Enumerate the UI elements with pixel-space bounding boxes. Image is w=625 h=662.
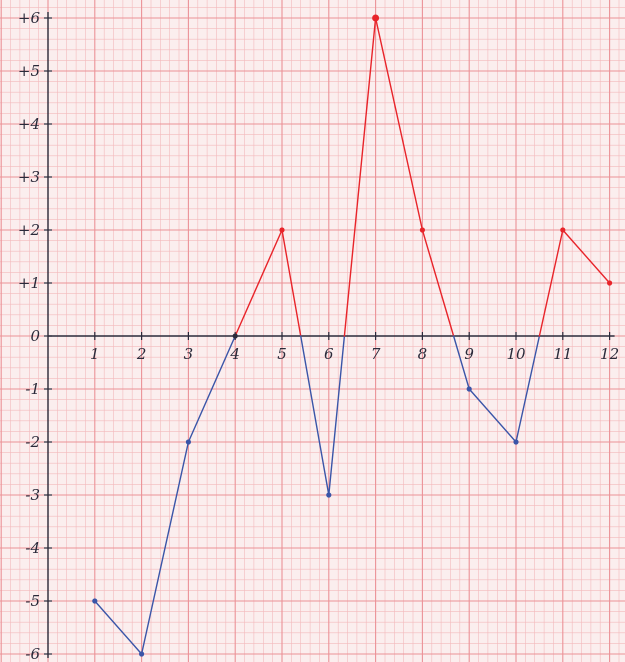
tick-labels: +6+5+4+3+2+10-1-2-3-4-5-61 2 3 4 5 6 7 8 9 10 11 12 [18, 9, 619, 662]
line-segment [187, 335, 236, 443]
y-tick-label: +6 [18, 9, 41, 27]
y-tick-label: +3 [18, 168, 40, 186]
line-segment [281, 229, 302, 337]
line-segment [452, 335, 470, 390]
y-tick-label: -4 [25, 539, 40, 557]
line-segment [538, 229, 564, 337]
data-point [513, 439, 519, 445]
line-segment [421, 229, 455, 337]
y-tick-label: 0 [30, 327, 40, 345]
y-tick-label: -3 [25, 486, 40, 504]
x-tick-label: 12 [600, 345, 619, 363]
x-tick-label: 2 [136, 345, 147, 363]
line-segment [300, 335, 330, 496]
data-point [419, 227, 425, 233]
x-tick-label: 1 [90, 345, 100, 363]
y-tick-label: -5 [25, 592, 40, 610]
x-tick-label: 7 [371, 345, 381, 363]
line-segment [562, 229, 611, 284]
y-tick-label: -2 [25, 433, 40, 451]
line-segment [515, 335, 541, 443]
line-segment [343, 17, 377, 337]
data-point [372, 14, 380, 22]
line-segment [140, 441, 190, 655]
x-tick-label: 8 [418, 345, 428, 363]
data-point [185, 439, 191, 445]
axes [44, 12, 615, 658]
x-tick-label: 4 [229, 345, 240, 363]
data-point [279, 227, 285, 233]
x-tick-label: 3 [184, 345, 194, 363]
y-tick-label: -1 [25, 380, 40, 398]
x-tick-label: 10 [506, 345, 526, 363]
series-line [94, 17, 611, 655]
data-points [92, 14, 613, 657]
line-segment [374, 17, 424, 231]
x-tick-label: 5 [277, 345, 287, 363]
y-tick-label: +1 [18, 274, 40, 292]
data-point [607, 280, 613, 286]
x-tick-label: 11 [553, 345, 572, 363]
y-tick-label: +4 [18, 115, 40, 133]
x-tick-label: 9 [464, 345, 474, 363]
line-segment [234, 229, 283, 337]
data-point [139, 651, 145, 657]
data-point [232, 333, 238, 339]
data-point [326, 492, 332, 498]
data-point [560, 227, 566, 233]
data-point [92, 598, 98, 604]
line-segment [328, 335, 346, 496]
y-tick-label: +5 [18, 62, 40, 80]
x-tick-label: 6 [324, 345, 334, 363]
y-tick-label: -6 [25, 645, 40, 662]
line-segment [468, 388, 517, 443]
y-tick-label: +2 [18, 221, 40, 239]
line-segment [94, 600, 143, 655]
data-point [466, 386, 472, 392]
